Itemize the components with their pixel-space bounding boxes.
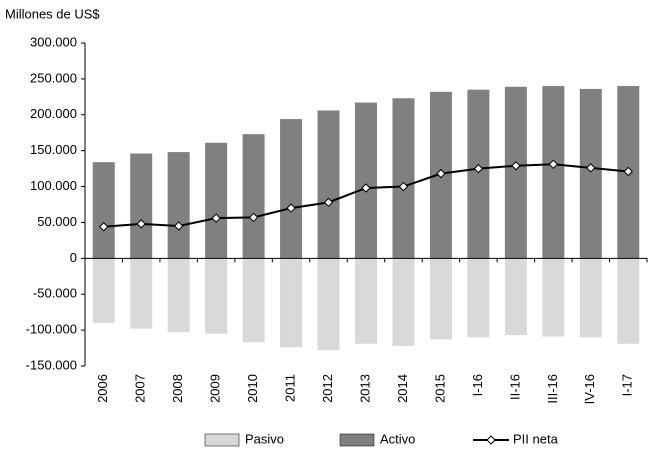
y-tick-label: 300.000 <box>30 34 77 49</box>
line-marker <box>623 166 633 177</box>
x-tick-label: I-17 <box>620 374 635 396</box>
legend-marker <box>486 435 496 445</box>
bar <box>92 162 115 259</box>
bar <box>317 110 340 259</box>
bar <box>504 86 527 259</box>
y-tick-label: -100.000 <box>26 322 77 337</box>
bar <box>355 102 377 259</box>
x-tick-label: III-16 <box>545 374 560 404</box>
legend-label: Activo <box>380 431 415 446</box>
x-tick-label: 2007 <box>133 374 148 403</box>
bar <box>504 258 527 336</box>
line-marker <box>211 213 221 223</box>
line-marker <box>436 168 446 179</box>
bar <box>167 258 190 333</box>
bar <box>579 258 602 338</box>
x-tick-label: 2012 <box>320 374 335 403</box>
bar <box>392 98 415 259</box>
x-tick-label: 2006 <box>95 374 110 403</box>
bar <box>242 258 265 343</box>
bar <box>467 258 490 338</box>
bar <box>542 86 565 259</box>
line-marker <box>361 183 371 193</box>
bar <box>429 258 452 340</box>
legend-swatch <box>204 433 240 447</box>
legend-label: Pasivo <box>245 431 284 446</box>
y-tick-label: 100.000 <box>30 178 77 193</box>
x-tick-label: 2013 <box>357 374 372 403</box>
bar <box>280 258 303 348</box>
bar <box>92 258 115 323</box>
bar <box>242 134 265 259</box>
x-tick-label: II-16 <box>507 374 522 400</box>
legend-label: PII neta <box>513 431 559 446</box>
bar <box>542 258 565 337</box>
line-marker <box>398 181 409 192</box>
line-marker <box>173 221 184 231</box>
line-marker <box>323 197 334 208</box>
line-marker <box>248 212 259 223</box>
x-tick-label: 2014 <box>395 374 410 403</box>
bar <box>130 153 153 259</box>
bar <box>392 258 415 346</box>
y-tick-label: -50.000 <box>33 286 77 301</box>
line-marker <box>99 222 109 232</box>
legend-swatch <box>339 433 375 447</box>
bar <box>130 258 153 329</box>
bar <box>467 89 490 259</box>
y-tick-label: 200.000 <box>30 106 77 121</box>
x-tick-label: 2009 <box>208 374 223 403</box>
y-tick-label: 150.000 <box>30 142 77 157</box>
bar <box>205 142 228 259</box>
line-marker <box>511 161 521 171</box>
line-marker <box>473 163 484 174</box>
y-tick-label: -150.000 <box>26 357 77 372</box>
x-tick-label: 2011 <box>283 374 298 402</box>
y-tick-label: 250.000 <box>30 70 77 85</box>
y-tick-label: 0 <box>70 250 77 265</box>
x-tick-label: 2008 <box>170 374 185 403</box>
line-marker <box>586 163 596 173</box>
x-tick-label: I-16 <box>470 374 485 396</box>
bar <box>317 258 340 351</box>
bar <box>280 119 303 259</box>
x-tick-label: IV-16 <box>582 374 597 404</box>
line-marker <box>136 219 146 229</box>
bar <box>355 258 377 344</box>
bar <box>205 258 228 334</box>
x-tick-label: 2010 <box>245 374 260 403</box>
bar <box>167 152 190 259</box>
y-tick-label: 50.000 <box>37 214 77 229</box>
y-axis-title: Millones de US$ <box>5 6 100 21</box>
line-marker <box>548 159 559 170</box>
x-tick-label: 2015 <box>432 374 447 403</box>
line-marker <box>286 203 296 213</box>
bar <box>579 88 602 259</box>
bar <box>617 258 640 344</box>
